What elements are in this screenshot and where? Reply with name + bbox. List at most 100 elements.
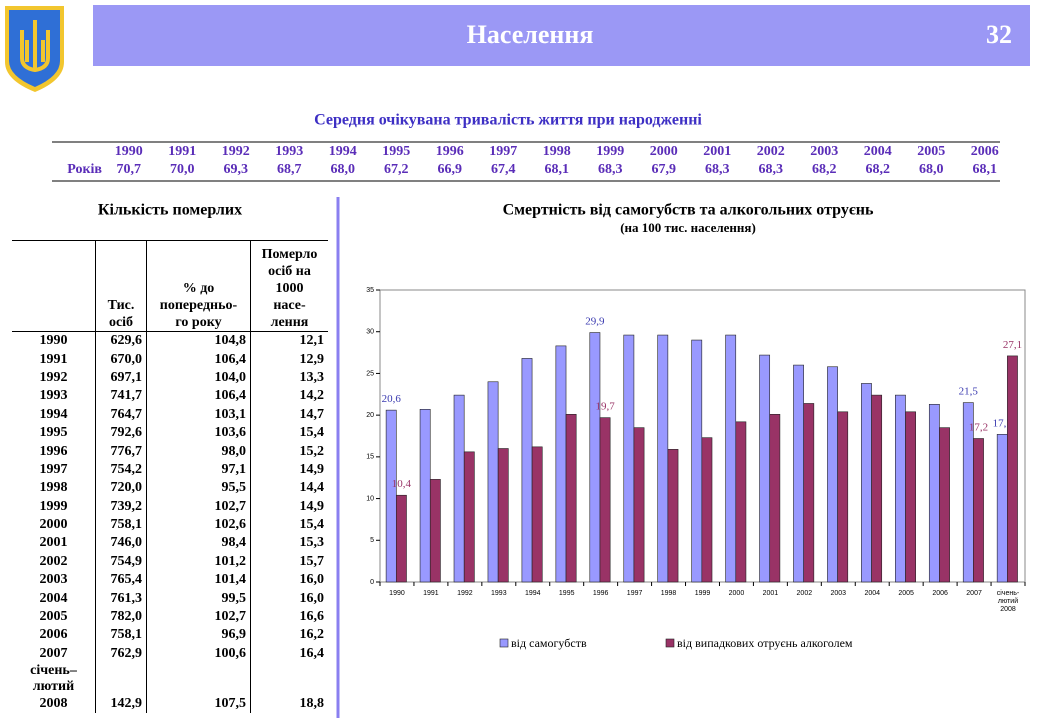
page-number: 32 [986, 20, 1012, 49]
cell: 102,7 [146, 607, 251, 627]
data-label: 17,2 [969, 422, 988, 434]
deaths-title: Кількість померлих [98, 202, 242, 219]
cell: 15,4 [250, 515, 328, 535]
row: 1996 776,7 98,0 15,2 [12, 442, 328, 461]
year: 1999 [596, 144, 625, 159]
cell: 1996 [39, 443, 68, 459]
cell: 2008 [39, 696, 68, 712]
bar [769, 414, 781, 583]
cell: 739,2 [95, 497, 147, 516]
cell: 754,2 [95, 460, 147, 480]
cell [250, 663, 328, 696]
cell: 1994 [39, 406, 68, 422]
x-tick-label: 1997 [626, 590, 643, 597]
cell: 14,2 [250, 387, 328, 406]
row: 2007 762,9 100,6 16,4 [12, 644, 328, 664]
data-label: 10,4 [392, 478, 412, 490]
bar [973, 438, 984, 583]
y-tick-label: 5 [370, 537, 374, 544]
y-tick-label: 35 [366, 287, 374, 294]
value: 69,3 [223, 162, 249, 177]
cell: 629,6 [95, 331, 147, 351]
cell: 102,7 [146, 497, 251, 516]
y-tick-label: 20 [366, 412, 374, 419]
row: 1998 720,0 95,5 14,4 [12, 479, 328, 498]
x-tick-label: 2001 [762, 590, 779, 597]
cell: 100,6 [146, 644, 251, 664]
bar [725, 334, 737, 583]
value: 66,9 [437, 162, 463, 177]
cell: 762,9 [95, 644, 147, 664]
note-row: січень–лютий [12, 663, 328, 696]
deaths-table: Тис. осіб% до попередньо- го року Померло… [12, 240, 328, 714]
value: 68,7 [277, 162, 302, 177]
value: 68,3 [705, 162, 730, 177]
year: 2005 [917, 144, 946, 159]
cell: 1991 [39, 351, 68, 367]
cell: 2003 [39, 572, 68, 588]
cell: 2001 [39, 535, 68, 551]
cell: 101,4 [146, 571, 251, 590]
note: січень–лютий [30, 663, 77, 695]
data-label: 27,1 [1003, 339, 1022, 351]
year: 1996 [435, 144, 464, 159]
y-tick-label: 0 [370, 579, 374, 586]
cell: 13,3 [250, 368, 328, 388]
bar [419, 409, 431, 583]
cell: 16,2 [250, 626, 328, 645]
bar [453, 394, 465, 583]
life-table-wrap: 1990 1991 1992 1993 1994 1995 1996 1997 1998 1999… [52, 143, 1012, 179]
row: 1992 697,1 104,0 13,3 [12, 368, 328, 388]
bar [531, 446, 543, 583]
bar [803, 403, 815, 583]
bar [759, 354, 771, 583]
y-tick-label: 25 [366, 370, 374, 377]
value: 67,4 [491, 162, 516, 177]
row: 2003 765,4 101,4 16,0 [12, 571, 328, 590]
year: 1990 [114, 144, 143, 159]
cell: 142,9 [95, 695, 147, 714]
row: 2002 754,9 101,2 15,7 [12, 552, 328, 572]
value: 68,1 [972, 162, 998, 177]
bar [565, 414, 577, 583]
cell: 104,0 [146, 368, 251, 388]
x-tick-label: 1990 [389, 590, 405, 597]
life-table: 1990 1991 1992 1993 1994 1995 1996 1997 1998 1999… [52, 143, 1012, 179]
cell: 15,4 [250, 423, 328, 443]
x-tick-label: 2005 [898, 590, 914, 597]
bar [589, 332, 601, 583]
x-tick-label: 1992 [457, 590, 473, 597]
cell: 15,3 [250, 534, 328, 553]
cell: 670,0 [95, 350, 147, 369]
x-tick-label: 1999 [694, 590, 711, 597]
year: 1994 [328, 144, 357, 159]
cell: 2005 [39, 609, 68, 625]
cell: 697,1 [95, 368, 147, 388]
cell: 101,2 [146, 552, 251, 572]
cell: 2002 [39, 553, 68, 569]
cell: 758,1 [95, 515, 147, 535]
bar [837, 411, 849, 583]
chart-title: Смертність від самогубств та алкогольних… [503, 202, 874, 219]
year: 1991 [168, 144, 197, 159]
bar [623, 334, 635, 583]
row: 2000 758,1 102,6 15,4 [12, 515, 328, 535]
row: 2005 782,0 102,7 16,6 [12, 607, 328, 627]
bar [385, 409, 397, 583]
cell: 2006 [39, 627, 68, 643]
header-cell [12, 240, 96, 332]
value: 68,0 [330, 162, 356, 177]
value: 70,0 [170, 162, 195, 177]
header-cell: % до попередньо- го року [146, 240, 251, 332]
cell: 103,6 [146, 423, 251, 443]
cell: 761,3 [95, 589, 147, 608]
row: 1991 670,0 106,4 12,9 [12, 350, 328, 369]
cell: 14,7 [250, 405, 328, 424]
data-label: 21,5 [959, 386, 979, 398]
year: 2003 [810, 144, 839, 159]
cell [146, 663, 251, 696]
cell: 12,1 [250, 331, 328, 351]
year: 2002 [756, 144, 785, 159]
x-tick-label: 2004 [864, 590, 881, 597]
